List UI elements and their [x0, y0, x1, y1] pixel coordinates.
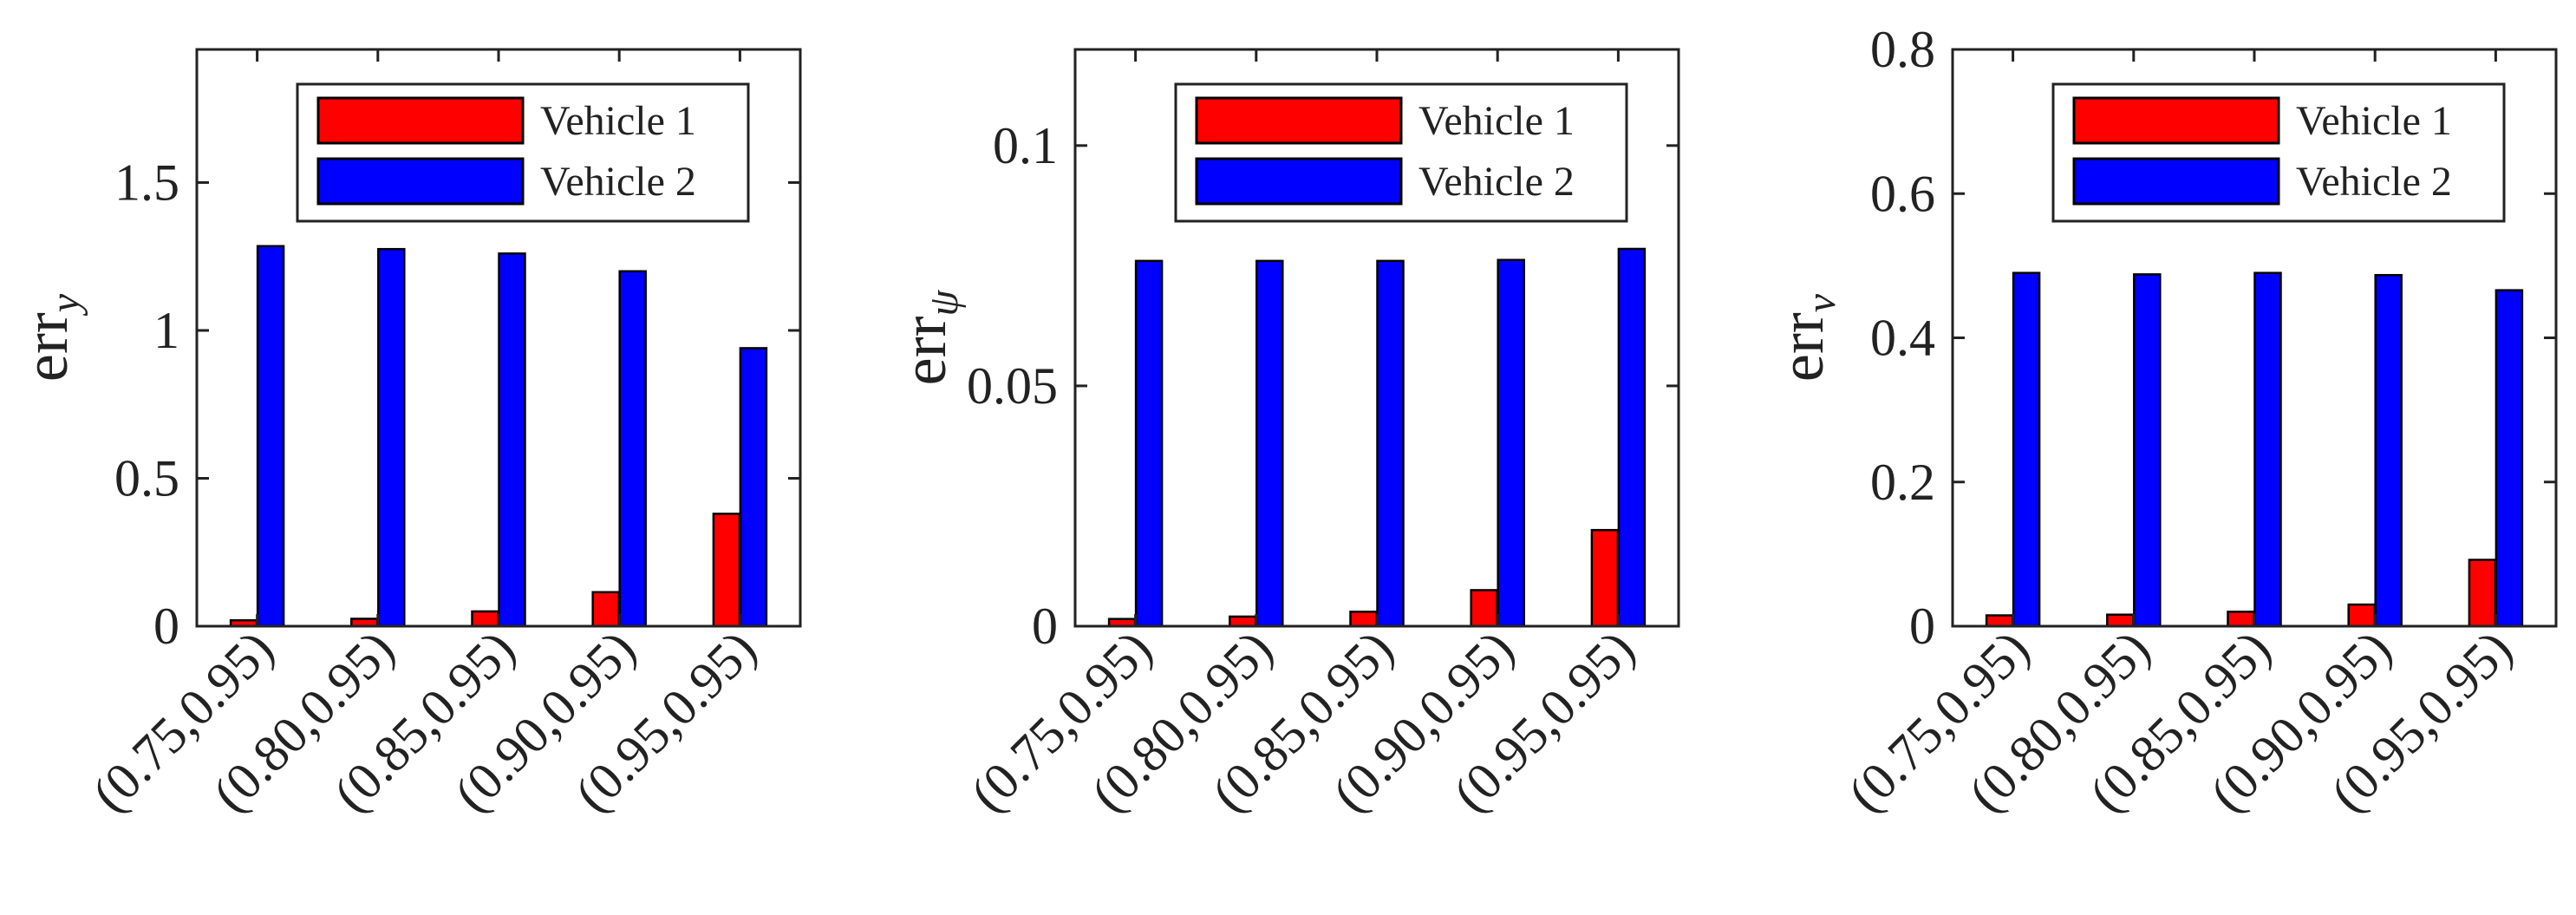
- bar-vehicle-2-5: [2494, 289, 2524, 628]
- bar-vehicle-2-4: [2374, 273, 2403, 628]
- y-tick-label: 0.4: [1870, 310, 1935, 367]
- bar-vehicle-2-1: [2012, 271, 2041, 628]
- y-tick-label: 0.05: [967, 357, 1058, 415]
- y-tick-label: 0: [153, 598, 179, 655]
- bar-vehicle-2-5: [739, 347, 768, 628]
- legend: Vehicle 1 Vehicle 2: [2051, 82, 2506, 223]
- y-tick-label: 0.1: [993, 117, 1058, 174]
- bar-vehicle-2-3: [1376, 259, 1405, 628]
- bar-vehicle-2-5: [1617, 247, 1647, 628]
- y-axis-label: erry: [11, 293, 88, 382]
- bar-vehicle-1-5: [712, 513, 741, 628]
- y-axis-label: errψ: [890, 289, 967, 385]
- y-tick-label: 0.2: [1870, 454, 1935, 511]
- legend-swatch-2: [1195, 157, 1403, 206]
- y-tick-label: 0: [1909, 598, 1935, 655]
- y-axis-label-subscript: y: [42, 293, 88, 317]
- legend-swatch-1: [1195, 96, 1403, 145]
- y-tick-label: 0.5: [114, 449, 179, 507]
- bar-vehicle-2-2: [1255, 259, 1284, 628]
- legend: Vehicle 1 Vehicle 2: [1174, 82, 1628, 223]
- y-axis-label-subscript: ψ: [921, 289, 967, 316]
- legend-label-1: Vehicle 1: [1418, 98, 1575, 144]
- y-tick-label: 0: [1032, 598, 1058, 655]
- y-tick-label: 0.6: [1870, 165, 1935, 222]
- bar-vehicle-2-3: [2253, 271, 2282, 628]
- y-axis-label-main: err: [890, 316, 959, 385]
- bar-vehicle-1-5: [1590, 528, 1620, 628]
- legend-label-1: Vehicle 1: [540, 98, 696, 144]
- legend-swatch-1: [316, 96, 525, 145]
- legend-swatch-2: [316, 157, 525, 206]
- y-tick-label: 1: [153, 302, 179, 359]
- legend-label-2: Vehicle 2: [2296, 159, 2452, 205]
- chart-panel-3: 00.20.40.60.8(0.75,0.95)(0.80,0.95)(0.85…: [1767, 21, 2558, 823]
- legend-label-2: Vehicle 2: [540, 159, 696, 205]
- bar-vehicle-2-4: [618, 270, 647, 628]
- y-axis-label-main: err: [11, 312, 81, 382]
- bar-vehicle-2-2: [377, 247, 406, 628]
- legend-swatch-2: [2072, 157, 2280, 206]
- y-axis-label: errv: [1767, 293, 1844, 382]
- y-axis-label-subscript: v: [1798, 293, 1844, 312]
- bar-vehicle-1-4: [2347, 603, 2376, 628]
- legend-label-2: Vehicle 2: [1418, 159, 1575, 205]
- bar-vehicle-1-5: [2468, 559, 2497, 628]
- bar-vehicle-2-3: [498, 252, 526, 628]
- y-tick-label: 0.8: [1870, 21, 1935, 78]
- chart-panel-1: 00.511.5(0.75,0.95)(0.80,0.95)(0.85,0.95…: [11, 48, 802, 823]
- legend: Vehicle 1 Vehicle 2: [296, 82, 750, 223]
- bar-vehicle-2-1: [256, 245, 285, 628]
- y-tick-label: 1.5: [114, 154, 179, 211]
- y-axis-label-main: err: [1767, 312, 1836, 382]
- bar-vehicle-2-2: [2133, 273, 2162, 628]
- bar-vehicle-2-4: [1497, 258, 1525, 628]
- bar-vehicle-2-1: [1134, 259, 1164, 628]
- legend-swatch-1: [2072, 96, 2280, 145]
- legend-label-1: Vehicle 1: [2296, 98, 2452, 144]
- chart-panel-2: 00.050.1(0.75,0.95)(0.80,0.95)(0.85,0.95…: [890, 48, 1680, 823]
